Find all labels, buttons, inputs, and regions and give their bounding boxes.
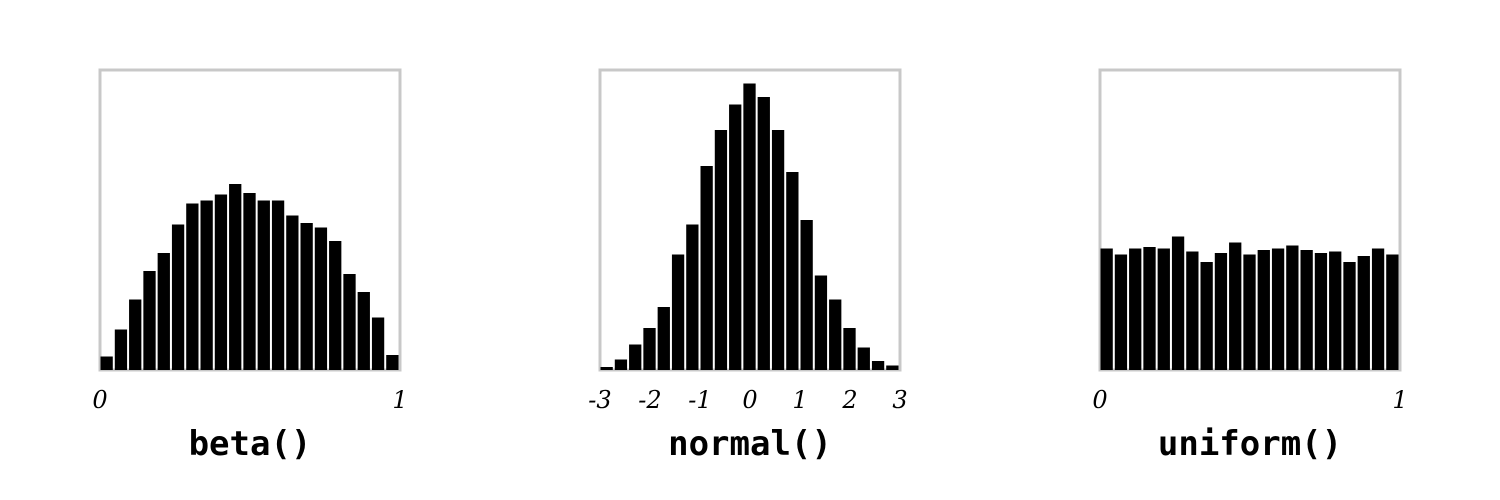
histogram-bar xyxy=(386,355,399,370)
histogram-bar xyxy=(671,254,685,370)
histogram-bar xyxy=(1143,247,1156,370)
histogram-bar xyxy=(300,223,313,370)
histogram-bar xyxy=(171,224,185,370)
histogram-bar xyxy=(1329,251,1342,370)
histogram-bar xyxy=(857,347,870,370)
histogram-bar xyxy=(871,361,885,370)
histogram-bar xyxy=(1171,236,1185,370)
x-tick-label: -2 xyxy=(638,386,661,414)
histogram-bar xyxy=(1371,248,1385,370)
chart-title: beta() xyxy=(189,424,312,464)
histogram-bar xyxy=(800,220,813,370)
histogram-bar xyxy=(1386,254,1399,370)
histogram-bar xyxy=(829,299,842,370)
histogram-bar xyxy=(1357,256,1370,370)
x-tick-label: -3 xyxy=(588,386,611,414)
x-tick-label: 1 xyxy=(1392,386,1407,414)
histogram-bar xyxy=(114,329,128,370)
histogram-bar xyxy=(700,166,713,370)
histogram-bar xyxy=(1271,248,1285,370)
histogram-bar xyxy=(371,317,385,370)
histogram-bar xyxy=(814,275,828,370)
histogram-bar xyxy=(686,224,699,370)
histogram-bar xyxy=(1300,250,1313,370)
histogram-bar xyxy=(1257,250,1270,370)
histogram-bar xyxy=(343,274,356,370)
histogram-bar xyxy=(886,365,899,370)
histogram-bar xyxy=(100,356,113,370)
histogram-bar xyxy=(1229,242,1242,370)
histogram-bar xyxy=(1286,245,1299,370)
histogram-bar xyxy=(729,104,742,370)
histogram-bar xyxy=(657,307,670,370)
histogram-bar xyxy=(1314,253,1328,370)
chart-title: uniform() xyxy=(1158,424,1342,464)
histogram-bar xyxy=(157,253,170,370)
chart-panel-2: -3 -2 -1 0 1 2 3 normal() xyxy=(588,68,908,464)
histogram-bar xyxy=(786,172,799,370)
x-tick-label: 1 xyxy=(792,386,807,414)
chart-title: normal() xyxy=(668,424,832,464)
x-tick-label: 0 xyxy=(1092,386,1107,414)
histogram-bar xyxy=(186,203,199,370)
histogram-bar xyxy=(1114,254,1128,370)
histogram-bar xyxy=(1214,253,1228,370)
histogram-bar xyxy=(771,130,785,370)
histogram-bar xyxy=(129,299,142,370)
histogram-bar xyxy=(1100,248,1113,370)
x-tick-label: 1 xyxy=(392,386,407,414)
histogram-bar xyxy=(143,271,156,370)
histogram-bar xyxy=(1343,262,1356,370)
histogram-bar xyxy=(757,97,770,370)
x-tick-label: 0 xyxy=(742,386,757,414)
histogram-bar xyxy=(243,193,256,370)
x-tick-label: 2 xyxy=(841,386,857,414)
histogram-bar xyxy=(357,292,370,370)
histogram-bar xyxy=(271,200,285,370)
histogram-bar xyxy=(214,194,228,370)
histogram-bar xyxy=(1200,262,1213,370)
histogram-bar xyxy=(629,344,642,370)
chart-panel-1: 0 1 beta() xyxy=(92,68,408,464)
histogram-bar xyxy=(843,328,856,370)
x-tick-label: 3 xyxy=(892,386,907,414)
histogram-bar xyxy=(714,130,728,370)
histogram-bar xyxy=(1243,254,1256,370)
x-tick-label: 0 xyxy=(92,386,107,414)
histogram-bar xyxy=(1157,248,1170,370)
histogram-bar xyxy=(643,328,656,370)
x-tick-label: -1 xyxy=(688,386,711,414)
histogram-bar xyxy=(286,215,299,370)
chart-panel-3: 0 1 uniform() xyxy=(1092,68,1408,464)
histogram-bar xyxy=(1129,248,1142,370)
histogram-bar xyxy=(1186,251,1199,370)
histogram-bar xyxy=(329,241,342,370)
histogram-bar xyxy=(229,184,242,370)
histogram-bar xyxy=(614,359,628,370)
histogram-bar xyxy=(200,200,213,370)
histogram-bar xyxy=(257,200,270,370)
histogram-bar xyxy=(600,367,613,370)
histogram-bar xyxy=(743,83,756,370)
histogram-bar xyxy=(314,227,328,370)
